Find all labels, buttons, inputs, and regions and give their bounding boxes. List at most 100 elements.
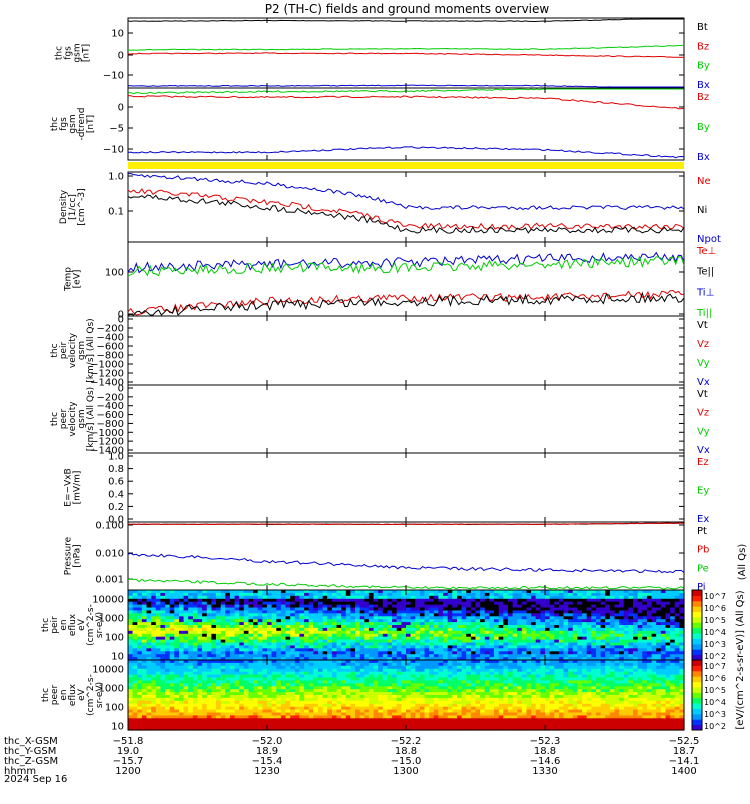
panel-frame <box>128 453 684 522</box>
spectrogram-cell <box>239 683 244 687</box>
spectrogram-cell <box>448 683 453 687</box>
spectrogram-cell <box>327 718 332 722</box>
spectrogram-cell <box>341 648 346 652</box>
series-line-density-ne <box>128 189 684 229</box>
spectrogram-cell <box>147 648 152 652</box>
legend-entry: Ne <box>697 176 711 187</box>
spectrogram-cell <box>466 631 471 635</box>
spectrogram-cell <box>397 683 402 687</box>
spectrogram-cell <box>249 648 254 652</box>
spectrogram-cell <box>517 613 522 617</box>
spectrogram-cell <box>522 631 527 635</box>
spectrogram-cell <box>323 666 328 670</box>
spectrogram-cell <box>406 718 411 722</box>
spectrogram-cell <box>536 596 541 600</box>
spectrogram-cell <box>527 648 532 652</box>
spectrogram-cell <box>434 701 439 705</box>
spectrogram-cell <box>568 613 573 617</box>
spectrogram-cell <box>170 613 175 617</box>
spectrogram-cell <box>179 631 184 635</box>
spectrogram-cell <box>327 648 332 652</box>
spectrogram-cell <box>128 666 133 670</box>
spectrogram-cell <box>582 613 587 617</box>
spectrogram-cell <box>485 613 490 617</box>
legend-entry: Bx <box>697 152 710 163</box>
spectrogram-cell <box>309 718 314 722</box>
spectrogram-cell <box>360 596 365 600</box>
spectrogram-cell <box>295 683 300 687</box>
spectrogram-cell <box>170 648 175 652</box>
spectrogram-cell <box>513 648 518 652</box>
spectrogram-cell <box>466 613 471 617</box>
spectrogram-cell <box>276 666 281 670</box>
spectrogram-cell <box>462 701 467 705</box>
spectrogram-cell <box>397 648 402 652</box>
spectrogram-cell <box>211 718 216 722</box>
spectrogram-cell <box>304 701 309 705</box>
spectrogram-cell <box>295 596 300 600</box>
spectrogram-cell <box>346 631 351 635</box>
panel-frame <box>128 172 684 242</box>
spectrogram-cell <box>230 718 235 722</box>
y-axis-label: Pressure[nPa] <box>64 536 83 575</box>
series-line-fgs-gsm-dtrend-bz <box>128 96 684 109</box>
spectrogram-cell <box>332 631 337 635</box>
spectrogram-cell <box>299 596 304 600</box>
spectrogram-cell <box>313 683 318 687</box>
spectrogram-cell <box>165 701 170 705</box>
spectrogram-cell <box>545 631 550 635</box>
spectrogram-cell <box>429 613 434 617</box>
spectrogram-cell <box>429 718 434 722</box>
spectrogram-cell <box>624 596 629 600</box>
spectrogram-cell <box>503 631 508 635</box>
legend-entry: Pt <box>697 526 707 537</box>
spectrogram-cell <box>281 613 286 617</box>
spectrogram-cell <box>198 718 203 722</box>
spectrogram-cell <box>304 631 309 635</box>
spectrogram-cell <box>452 631 457 635</box>
spectrogram-cell <box>638 596 643 600</box>
spectrogram-cell <box>420 631 425 635</box>
spectrogram-cell <box>531 613 536 617</box>
y-tick-label: 0.8 <box>108 464 124 475</box>
spectrogram-cell <box>346 718 351 722</box>
legend-entry: Ti|| <box>696 308 712 319</box>
quality-flag-bar <box>128 162 684 169</box>
spectrogram-cell <box>258 666 263 670</box>
spectrogram-cell <box>647 596 652 600</box>
spectrogram-cell <box>601 631 606 635</box>
spectrogram-cell <box>323 631 328 635</box>
spectrogram-cell <box>605 648 610 652</box>
spectrogram-cell <box>221 648 226 652</box>
spectrogram-cell <box>165 718 170 722</box>
spectrogram-cell <box>596 648 601 652</box>
legend-entry: Vx <box>697 445 710 456</box>
spectrogram-cell <box>508 596 513 600</box>
y-tick-label: −10 <box>103 145 124 156</box>
spectrogram-cell <box>174 701 179 705</box>
spectrogram-cell <box>656 648 661 652</box>
spectrogram-cell <box>137 666 142 670</box>
spectrogram-cell <box>392 613 397 617</box>
spectrogram-cell <box>249 596 254 600</box>
spectrogram-cell <box>619 596 624 600</box>
spectrogram-cell <box>337 683 342 687</box>
spectrogram-cell <box>193 701 198 705</box>
spectrogram-cell <box>249 631 254 635</box>
spectrogram-cell <box>420 701 425 705</box>
spectrogram-cell <box>443 666 448 670</box>
spectrogram-cell <box>239 701 244 705</box>
spectrogram-cell <box>156 666 161 670</box>
spectrogram-cell <box>286 648 291 652</box>
spectrogram-cell <box>355 596 360 600</box>
spectrogram-cell <box>388 683 393 687</box>
spectrogram-cell <box>615 648 620 652</box>
spectrogram-cell <box>249 666 254 670</box>
spectrogram-cell <box>318 648 323 652</box>
spectrogram-cell <box>425 666 430 670</box>
spectrogram-cell <box>295 701 300 705</box>
